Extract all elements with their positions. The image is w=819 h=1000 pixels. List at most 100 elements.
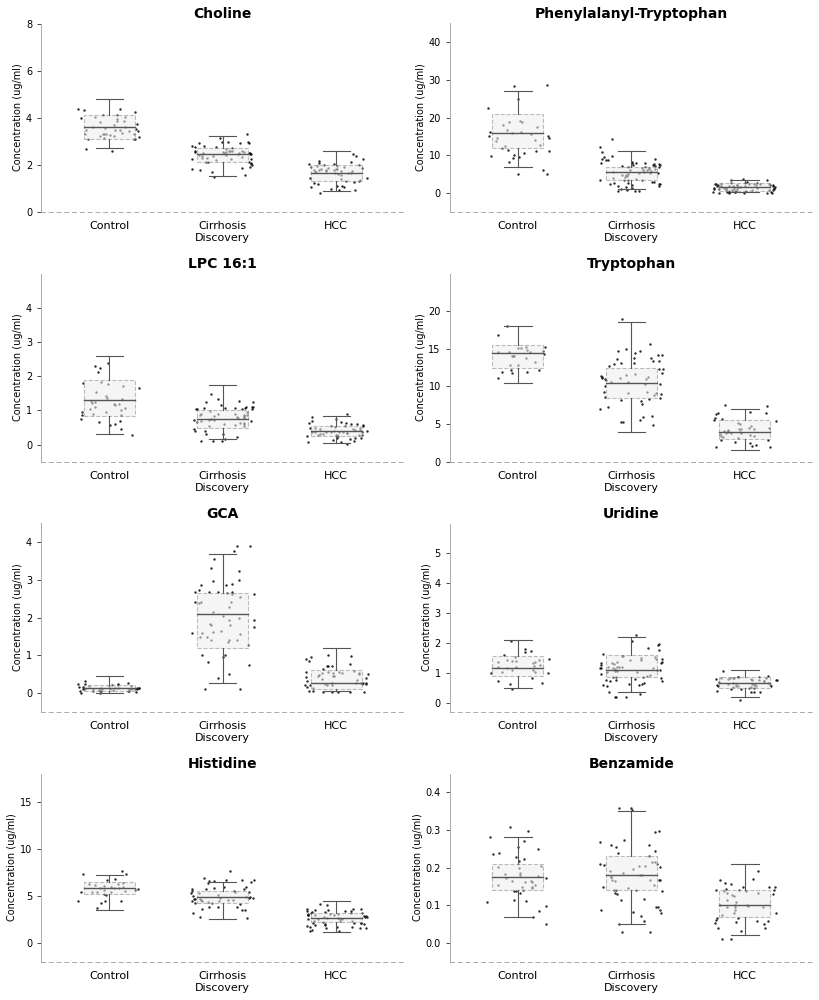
Point [617, 832, 630, 848]
Point [595, 646, 609, 662]
Point [73, 683, 86, 699]
Point [113, 122, 126, 138]
Point [233, 589, 247, 605]
Point [542, 651, 555, 667]
Point [596, 879, 609, 895]
Point [733, 416, 746, 432]
Point [618, 169, 631, 185]
Point [596, 149, 609, 165]
Point [239, 399, 252, 415]
Point [613, 355, 627, 371]
Point [604, 869, 618, 885]
Point [325, 675, 338, 691]
Point [317, 909, 330, 925]
Point [634, 650, 647, 666]
Point [500, 318, 514, 334]
Point [235, 160, 248, 176]
Point [486, 846, 499, 862]
Point [307, 175, 320, 191]
Point [621, 385, 634, 401]
Point [643, 924, 656, 940]
Point [117, 378, 130, 394]
Point [528, 143, 541, 159]
Point [111, 676, 124, 692]
Point [357, 684, 370, 700]
Point [237, 144, 250, 160]
Point [304, 179, 317, 195]
Point [356, 916, 369, 932]
Point [518, 145, 531, 161]
Point [244, 155, 257, 171]
Point [222, 892, 235, 908]
Point [743, 427, 756, 443]
Point [734, 425, 747, 441]
Point [599, 672, 612, 688]
Point [503, 819, 516, 835]
Point [192, 595, 205, 611]
Point [127, 131, 140, 147]
Point [185, 161, 198, 177]
Point [593, 401, 606, 417]
Point [728, 678, 741, 694]
Point [707, 181, 720, 197]
Point [237, 410, 250, 426]
Point [128, 131, 141, 147]
Point [609, 654, 622, 670]
Point [196, 148, 209, 164]
Point [347, 430, 360, 446]
Point [190, 401, 203, 417]
Point [91, 884, 104, 900]
Point [762, 420, 775, 436]
Point [115, 125, 128, 141]
Point [730, 177, 743, 193]
Point [625, 177, 638, 193]
Y-axis label: Concentration (ug/ml): Concentration (ug/ml) [415, 64, 425, 171]
Point [650, 637, 663, 653]
Point [241, 637, 254, 653]
Point [352, 427, 365, 443]
Point [503, 676, 516, 692]
Point [352, 666, 365, 682]
Point [741, 680, 754, 696]
Point [628, 183, 641, 199]
Point [131, 123, 144, 139]
Point [98, 120, 111, 136]
Point [320, 897, 333, 913]
Point [331, 158, 344, 174]
Point [77, 680, 90, 696]
Point [708, 406, 722, 422]
Point [128, 104, 141, 120]
Point [110, 111, 123, 127]
Point [235, 872, 248, 888]
Point [622, 676, 635, 692]
Point [731, 430, 744, 446]
Point [200, 394, 213, 410]
Point [708, 176, 721, 192]
Point [355, 151, 369, 167]
Point [325, 677, 338, 693]
Point [624, 802, 637, 818]
Bar [84, 115, 134, 139]
Point [601, 399, 614, 415]
Bar [84, 380, 134, 416]
Point [735, 879, 749, 895]
Point [505, 348, 518, 364]
Point [598, 389, 611, 405]
Point [720, 892, 733, 908]
Point [115, 391, 129, 407]
Y-axis label: Concentration (ug/ml): Concentration (ug/ml) [7, 814, 17, 921]
Point [355, 424, 368, 440]
Point [604, 872, 618, 888]
Point [225, 584, 238, 600]
Point [321, 658, 334, 674]
Point [111, 876, 124, 892]
Point [605, 148, 618, 164]
Point [490, 130, 503, 146]
Point [329, 161, 342, 177]
Bar [84, 685, 134, 691]
Point [99, 388, 112, 404]
Point [334, 665, 347, 681]
Point [641, 640, 654, 656]
Point [618, 341, 631, 357]
Point [744, 672, 758, 688]
